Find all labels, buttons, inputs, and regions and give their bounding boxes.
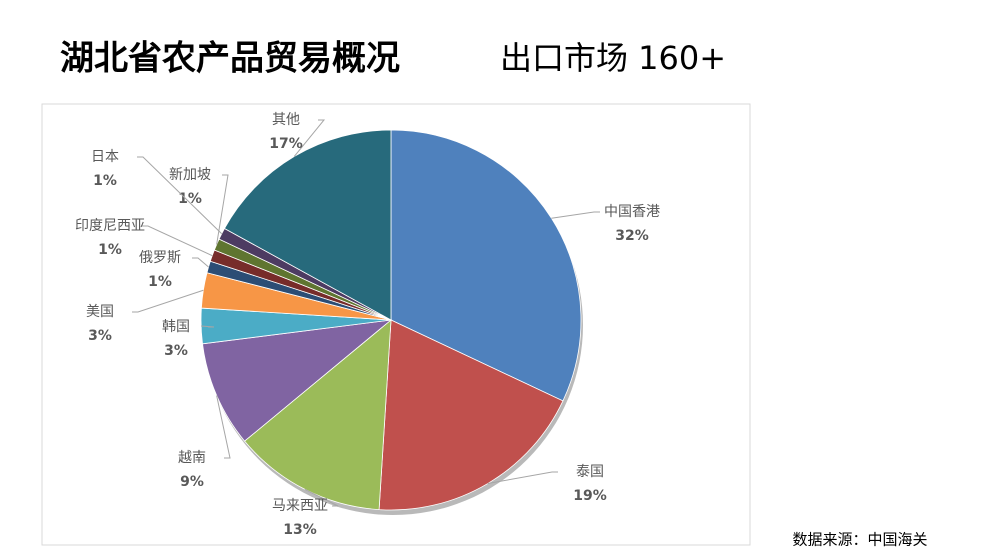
slice-label: 其他	[272, 112, 300, 128]
slice-value-label: 1%	[148, 274, 172, 290]
subtitle: 出口市场 160+	[500, 39, 726, 77]
leader-line	[551, 211, 600, 219]
slice-value-label: 17%	[269, 136, 303, 152]
slice-label: 中国香港	[604, 204, 660, 220]
slice-label: 新加坡	[169, 167, 211, 183]
leader-line	[201, 325, 215, 328]
slice-value-label: 1%	[178, 191, 202, 207]
slice-label: 美国	[86, 304, 114, 320]
slice-label: 马来西亚	[272, 498, 328, 514]
pie-slice	[202, 319, 393, 442]
slice-label: 日本	[91, 149, 119, 165]
source-note: 数据来源：中国海关	[792, 531, 927, 549]
slice-label: 泰国	[576, 464, 604, 480]
slice-label: 越南	[178, 450, 206, 466]
slice-value-label: 19%	[573, 488, 607, 504]
slice-value-label: 32%	[615, 228, 649, 244]
slice-value-label: 3%	[88, 328, 112, 344]
slice-value-label: 13%	[283, 522, 317, 538]
slice-label: 印度尼西亚	[75, 218, 145, 234]
leader-line	[304, 488, 339, 507]
leader-line	[132, 289, 204, 313]
leader-line	[142, 225, 213, 257]
pie-slice	[390, 129, 582, 402]
pie-slice	[223, 129, 392, 321]
slice-label: 俄罗斯	[139, 250, 181, 266]
leader-line	[293, 119, 326, 157]
leader-line	[137, 156, 223, 235]
slice-value-label: 1%	[98, 242, 122, 258]
title: 湖北省农产品贸易概况	[60, 39, 400, 79]
slice-value-label: 3%	[164, 343, 188, 359]
leader-line	[216, 395, 231, 459]
leader-line	[192, 257, 209, 268]
leader-line	[216, 174, 229, 245]
slice-value-label: 1%	[93, 173, 117, 189]
slice-label: 韩国	[162, 319, 190, 335]
slice-value-label: 9%	[180, 474, 204, 490]
leader-line	[487, 471, 558, 485]
